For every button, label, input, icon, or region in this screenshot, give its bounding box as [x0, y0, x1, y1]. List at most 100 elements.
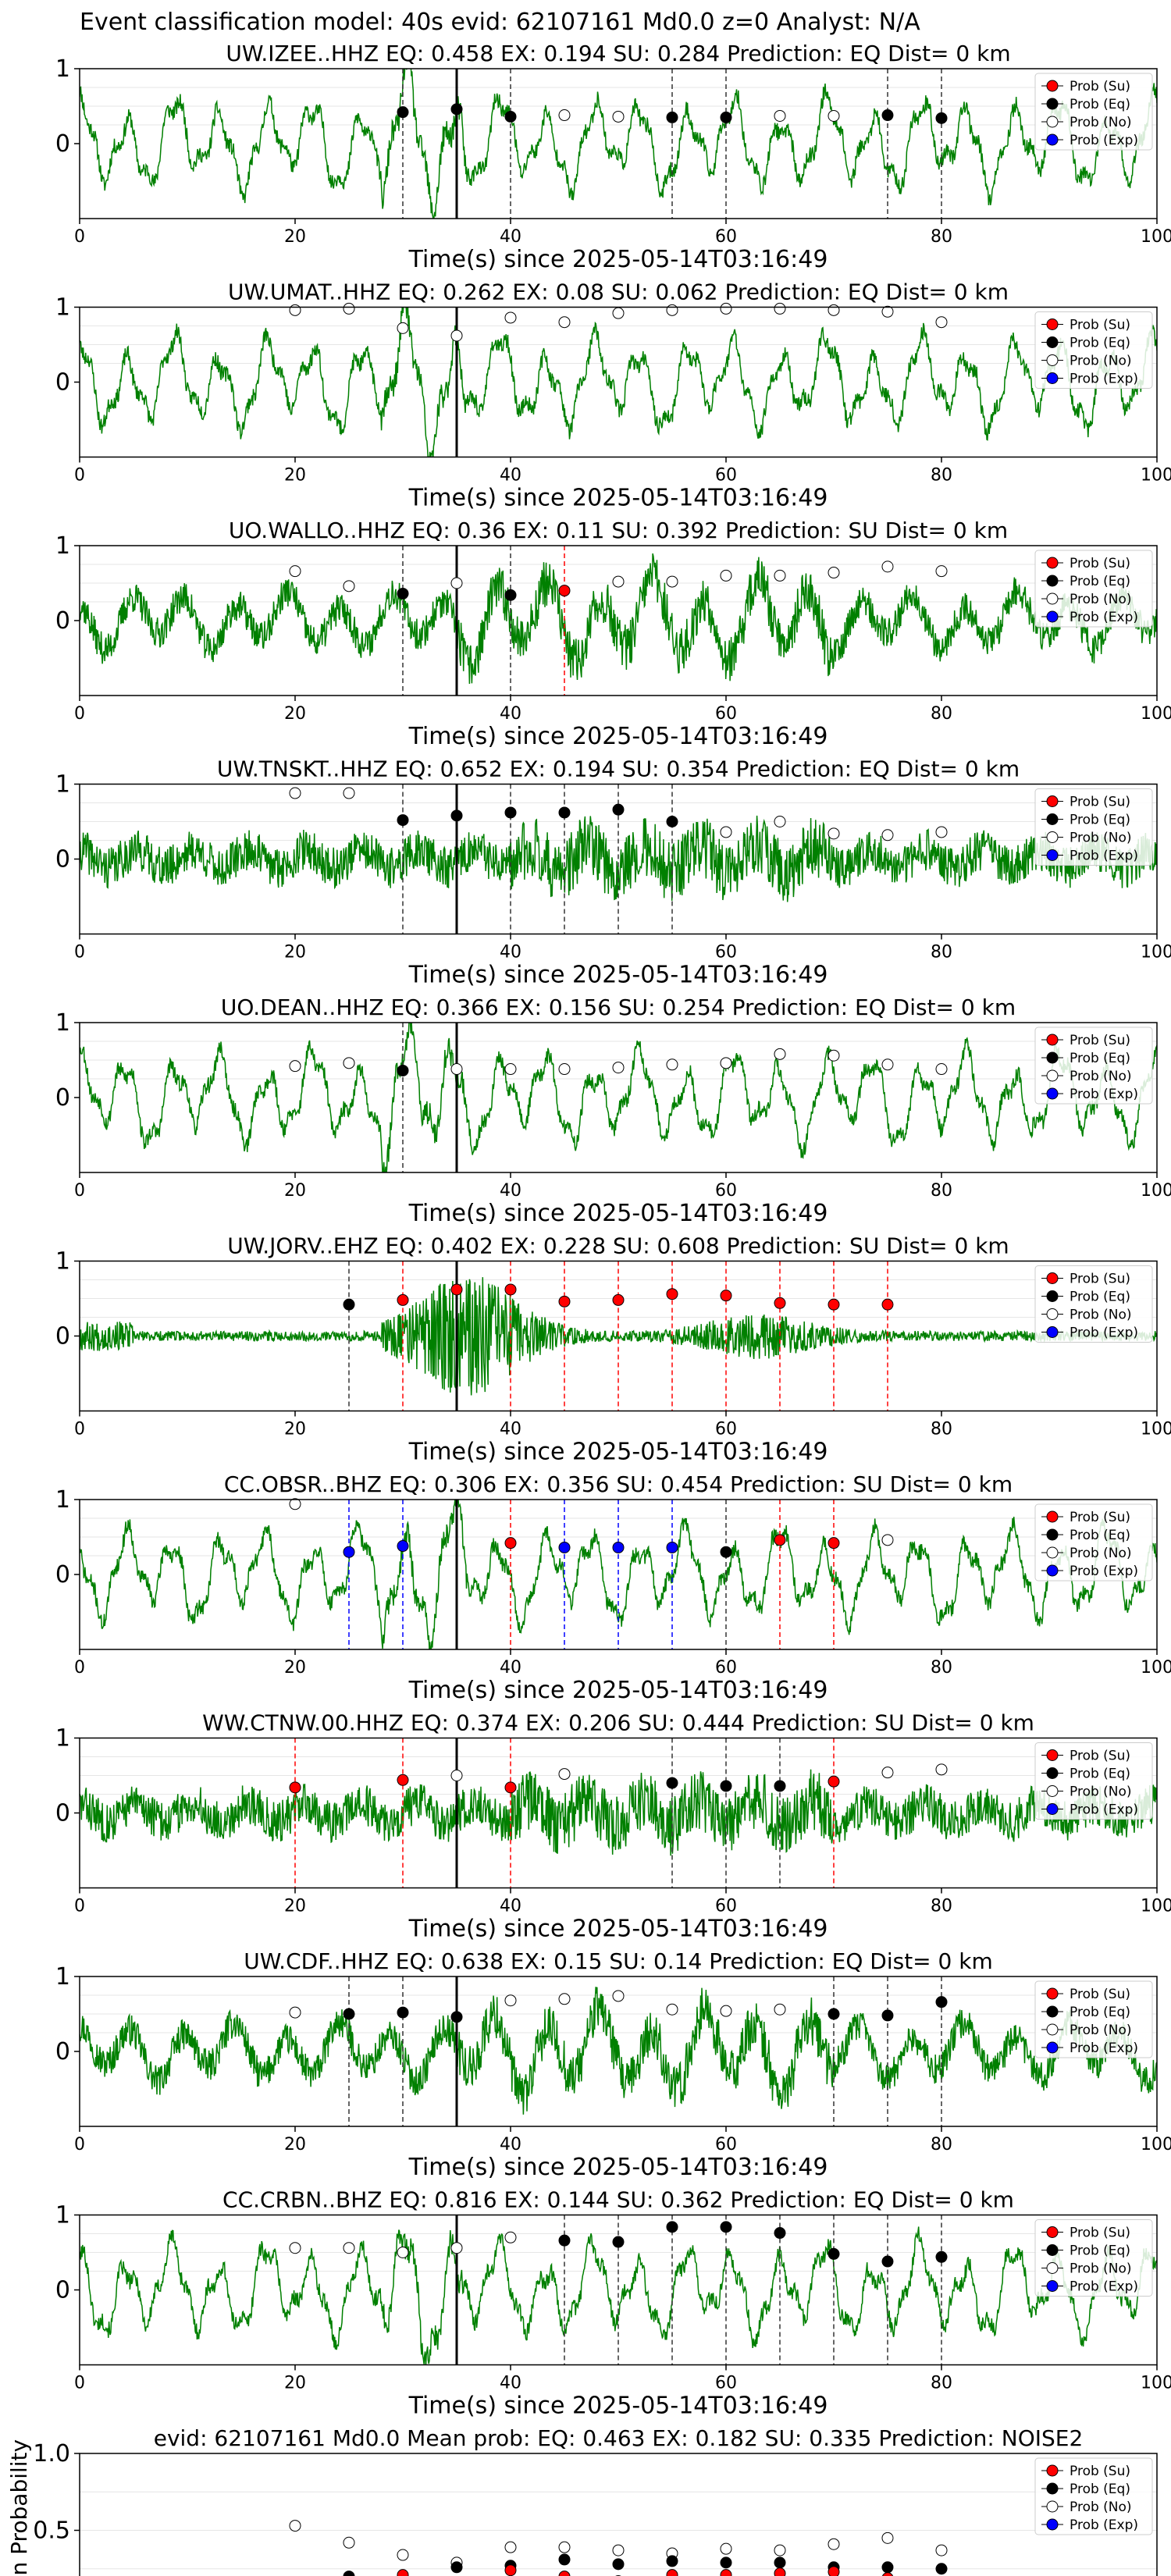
panel-title: UW.IZEE..HHZ EQ: 0.458 EX: 0.194 SU: 0.2… — [226, 41, 1010, 66]
prob-marker-eq — [935, 2250, 948, 2263]
prob-marker-su — [774, 1297, 786, 1309]
prob-marker-no — [774, 109, 786, 122]
y-tick-label: 1 — [55, 55, 70, 83]
prob-marker-no — [935, 1763, 948, 1776]
legend-label: Prob (Su) — [1070, 795, 1130, 810]
prob-marker-su — [612, 1293, 625, 1306]
x-tick-label: 0 — [74, 943, 85, 962]
legend-label: Prob (Su) — [1070, 318, 1130, 333]
y-tick-label: 1 — [55, 294, 70, 322]
prob-marker-eq — [397, 1064, 409, 1076]
prob-marker-no — [450, 1063, 463, 1076]
legend-marker-eq — [1046, 1290, 1059, 1302]
legend: Prob (Su) Prob (Eq) Prob (No) Prob (Exp) — [1034, 311, 1153, 389]
x-tick-label: 100 — [1141, 466, 1171, 486]
x-tick-label: 80 — [931, 704, 952, 724]
legend-marker-exp — [1046, 372, 1059, 384]
prob-marker-eq — [935, 1996, 948, 2008]
prob-marker-no — [774, 302, 786, 315]
prob-marker-no — [397, 2247, 409, 2258]
prob-marker-eq — [504, 589, 517, 601]
x-tick-label: 60 — [715, 1181, 737, 1201]
legend-box — [1034, 311, 1153, 389]
prob-marker-exp — [666, 1541, 678, 1553]
station-panel-3: UO.WALLO..HHZ EQ: 0.36 EX: 0.11 SU: 0.39… — [55, 518, 1171, 750]
prob-marker-su — [397, 1774, 409, 1786]
mean-prob-marker-no — [397, 2549, 409, 2561]
waveform-trace — [80, 1277, 1157, 1396]
prob-marker-no — [828, 827, 840, 840]
prob-marker-no — [343, 302, 355, 315]
prob-marker-su — [504, 1283, 517, 1296]
legend: Prob (Su) Prob (Eq) Prob (No) Prob (Exp) — [1034, 1503, 1153, 1582]
prob-marker-eq — [397, 814, 409, 827]
legend-marker-no — [1046, 592, 1059, 605]
legend-marker-exp — [1046, 1803, 1059, 1815]
prob-marker-no — [612, 1990, 625, 2002]
prob-marker-no — [935, 565, 948, 578]
x-tick-label: 20 — [284, 1420, 306, 1439]
y-tick-label: 0 — [55, 846, 70, 873]
legend-marker-no — [1046, 1546, 1059, 1559]
legend-label: Prob (Su) — [1070, 1510, 1130, 1525]
legend-marker-no — [1046, 2500, 1059, 2513]
station-panel-2: UW.UMAT..HHZ EQ: 0.262 EX: 0.08 SU: 0.06… — [55, 279, 1171, 512]
prob-marker-eq — [881, 109, 894, 122]
legend-box — [1034, 1980, 1153, 2058]
legend-marker-eq — [1046, 2244, 1059, 2256]
prob-marker-no — [504, 2231, 517, 2243]
prob-marker-no — [828, 109, 840, 122]
prob-marker-eq — [450, 2011, 463, 2023]
mean-prob-marker-su — [558, 2571, 571, 2576]
legend-marker-exp — [1046, 1087, 1059, 1100]
panel-title: UO.WALLO..HHZ EQ: 0.36 EX: 0.11 SU: 0.39… — [229, 518, 1008, 543]
waveform-trace — [80, 815, 1157, 902]
prob-marker-no — [881, 1059, 894, 1071]
prob-marker-no — [289, 2242, 301, 2254]
legend-label: Prob (Su) — [1070, 79, 1130, 94]
legend-marker-no — [1046, 1069, 1059, 1082]
y-tick-label: 1 — [55, 1009, 70, 1037]
prob-marker-su — [558, 585, 571, 597]
legend-marker-exp — [1046, 1326, 1059, 1338]
legend-label: Prob (Eq) — [1070, 97, 1130, 112]
legend-label: Prob (No) — [1070, 354, 1132, 369]
prob-marker-no — [720, 302, 732, 315]
mean-prob-marker-no — [774, 2544, 786, 2556]
station-panel-8: WW.CTNW.00.HHZ EQ: 0.374 EX: 0.206 SU: 0… — [55, 1710, 1171, 1943]
legend-label: Prob (No) — [1070, 592, 1132, 607]
prob-marker-eq — [666, 1777, 678, 1789]
panel-title: WW.CTNW.00.HHZ EQ: 0.374 EX: 0.206 SU: 0… — [202, 1710, 1034, 1736]
x-tick-label: 40 — [500, 1897, 521, 1916]
prob-marker-no — [343, 580, 355, 592]
legend-box — [1034, 1742, 1153, 1820]
legend-marker-su — [1046, 1272, 1059, 1284]
legend-label: Prob (No) — [1070, 1546, 1132, 1561]
x-tick-label: 40 — [500, 2374, 521, 2393]
prob-marker-exp — [397, 1540, 409, 1553]
legend-marker-su — [1046, 557, 1059, 569]
prob-marker-no — [935, 826, 948, 838]
prob-marker-no — [612, 110, 625, 123]
x-tick-label: 20 — [284, 227, 306, 247]
x-tick-label: 80 — [931, 2135, 952, 2154]
panel-title: UW.TNSKT..HHZ EQ: 0.652 EX: 0.194 SU: 0.… — [217, 756, 1020, 782]
prob-marker-no — [289, 304, 301, 316]
mean-prob-marker-su — [397, 2569, 409, 2576]
mean-prob-marker-no — [289, 2520, 301, 2532]
prob-marker-no — [450, 2242, 463, 2254]
panel-title: UW.CDF..HHZ EQ: 0.638 EX: 0.15 SU: 0.14 … — [244, 1948, 993, 1974]
legend-marker-no — [1046, 116, 1059, 128]
waveform-trace — [80, 553, 1157, 685]
panel-title: UO.DEAN..HHZ EQ: 0.366 EX: 0.156 SU: 0.2… — [221, 994, 1016, 1020]
prob-marker-no — [343, 2242, 355, 2254]
prob-marker-no — [720, 1057, 732, 1069]
legend-marker-exp — [1046, 849, 1059, 861]
figure-title: Event classification model: 40s evid: 62… — [80, 9, 920, 36]
prob-marker-eq — [881, 2009, 894, 2022]
prob-marker-su — [828, 1775, 840, 1788]
prob-marker-no — [558, 1063, 571, 1076]
legend-label: Prob (Eq) — [1070, 1528, 1130, 1543]
prob-marker-no — [558, 1768, 571, 1781]
prob-marker-no — [612, 1062, 625, 1074]
